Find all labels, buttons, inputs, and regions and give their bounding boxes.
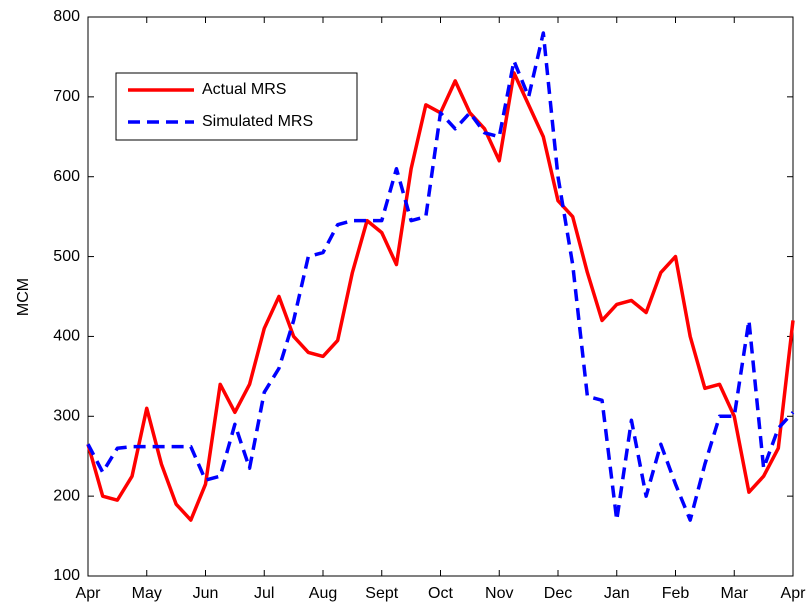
- legend-label: Simulated MRS: [202, 113, 313, 130]
- x-tick-label: May: [132, 585, 162, 602]
- y-tick-label: 800: [53, 8, 80, 25]
- y-tick-label: 300: [53, 408, 80, 425]
- x-tick-label: Jun: [193, 585, 219, 602]
- x-tick-label: Aug: [309, 585, 337, 602]
- x-tick-label: Apr: [76, 585, 102, 602]
- legend: Actual MRS Simulated MRS: [115, 72, 358, 141]
- data-line: [86, 31, 795, 522]
- x-tick-label: Nov: [485, 585, 513, 602]
- y-tick-label: 600: [53, 168, 80, 185]
- legend-label: Actual MRS: [202, 81, 286, 98]
- x-tick-label: Feb: [662, 585, 690, 602]
- x-tick-label: Sept: [365, 585, 398, 602]
- y-axis-label: MCM: [15, 278, 32, 316]
- x-tick-label: Apr: [781, 585, 807, 602]
- x-tick-label: Dec: [544, 585, 572, 602]
- x-tick-label: Jan: [604, 585, 630, 602]
- x-tick-label: Jul: [254, 585, 274, 602]
- x-tick-label: Mar: [720, 585, 748, 602]
- y-tick-label: 200: [53, 487, 80, 504]
- y-tick-label: 100: [53, 567, 80, 584]
- y-tick-label: 400: [53, 328, 80, 345]
- y-tick-label: 500: [53, 248, 80, 265]
- y-tick-label: 700: [53, 88, 80, 105]
- x-tick-label: Oct: [428, 585, 453, 602]
- legend-box: [115, 72, 358, 141]
